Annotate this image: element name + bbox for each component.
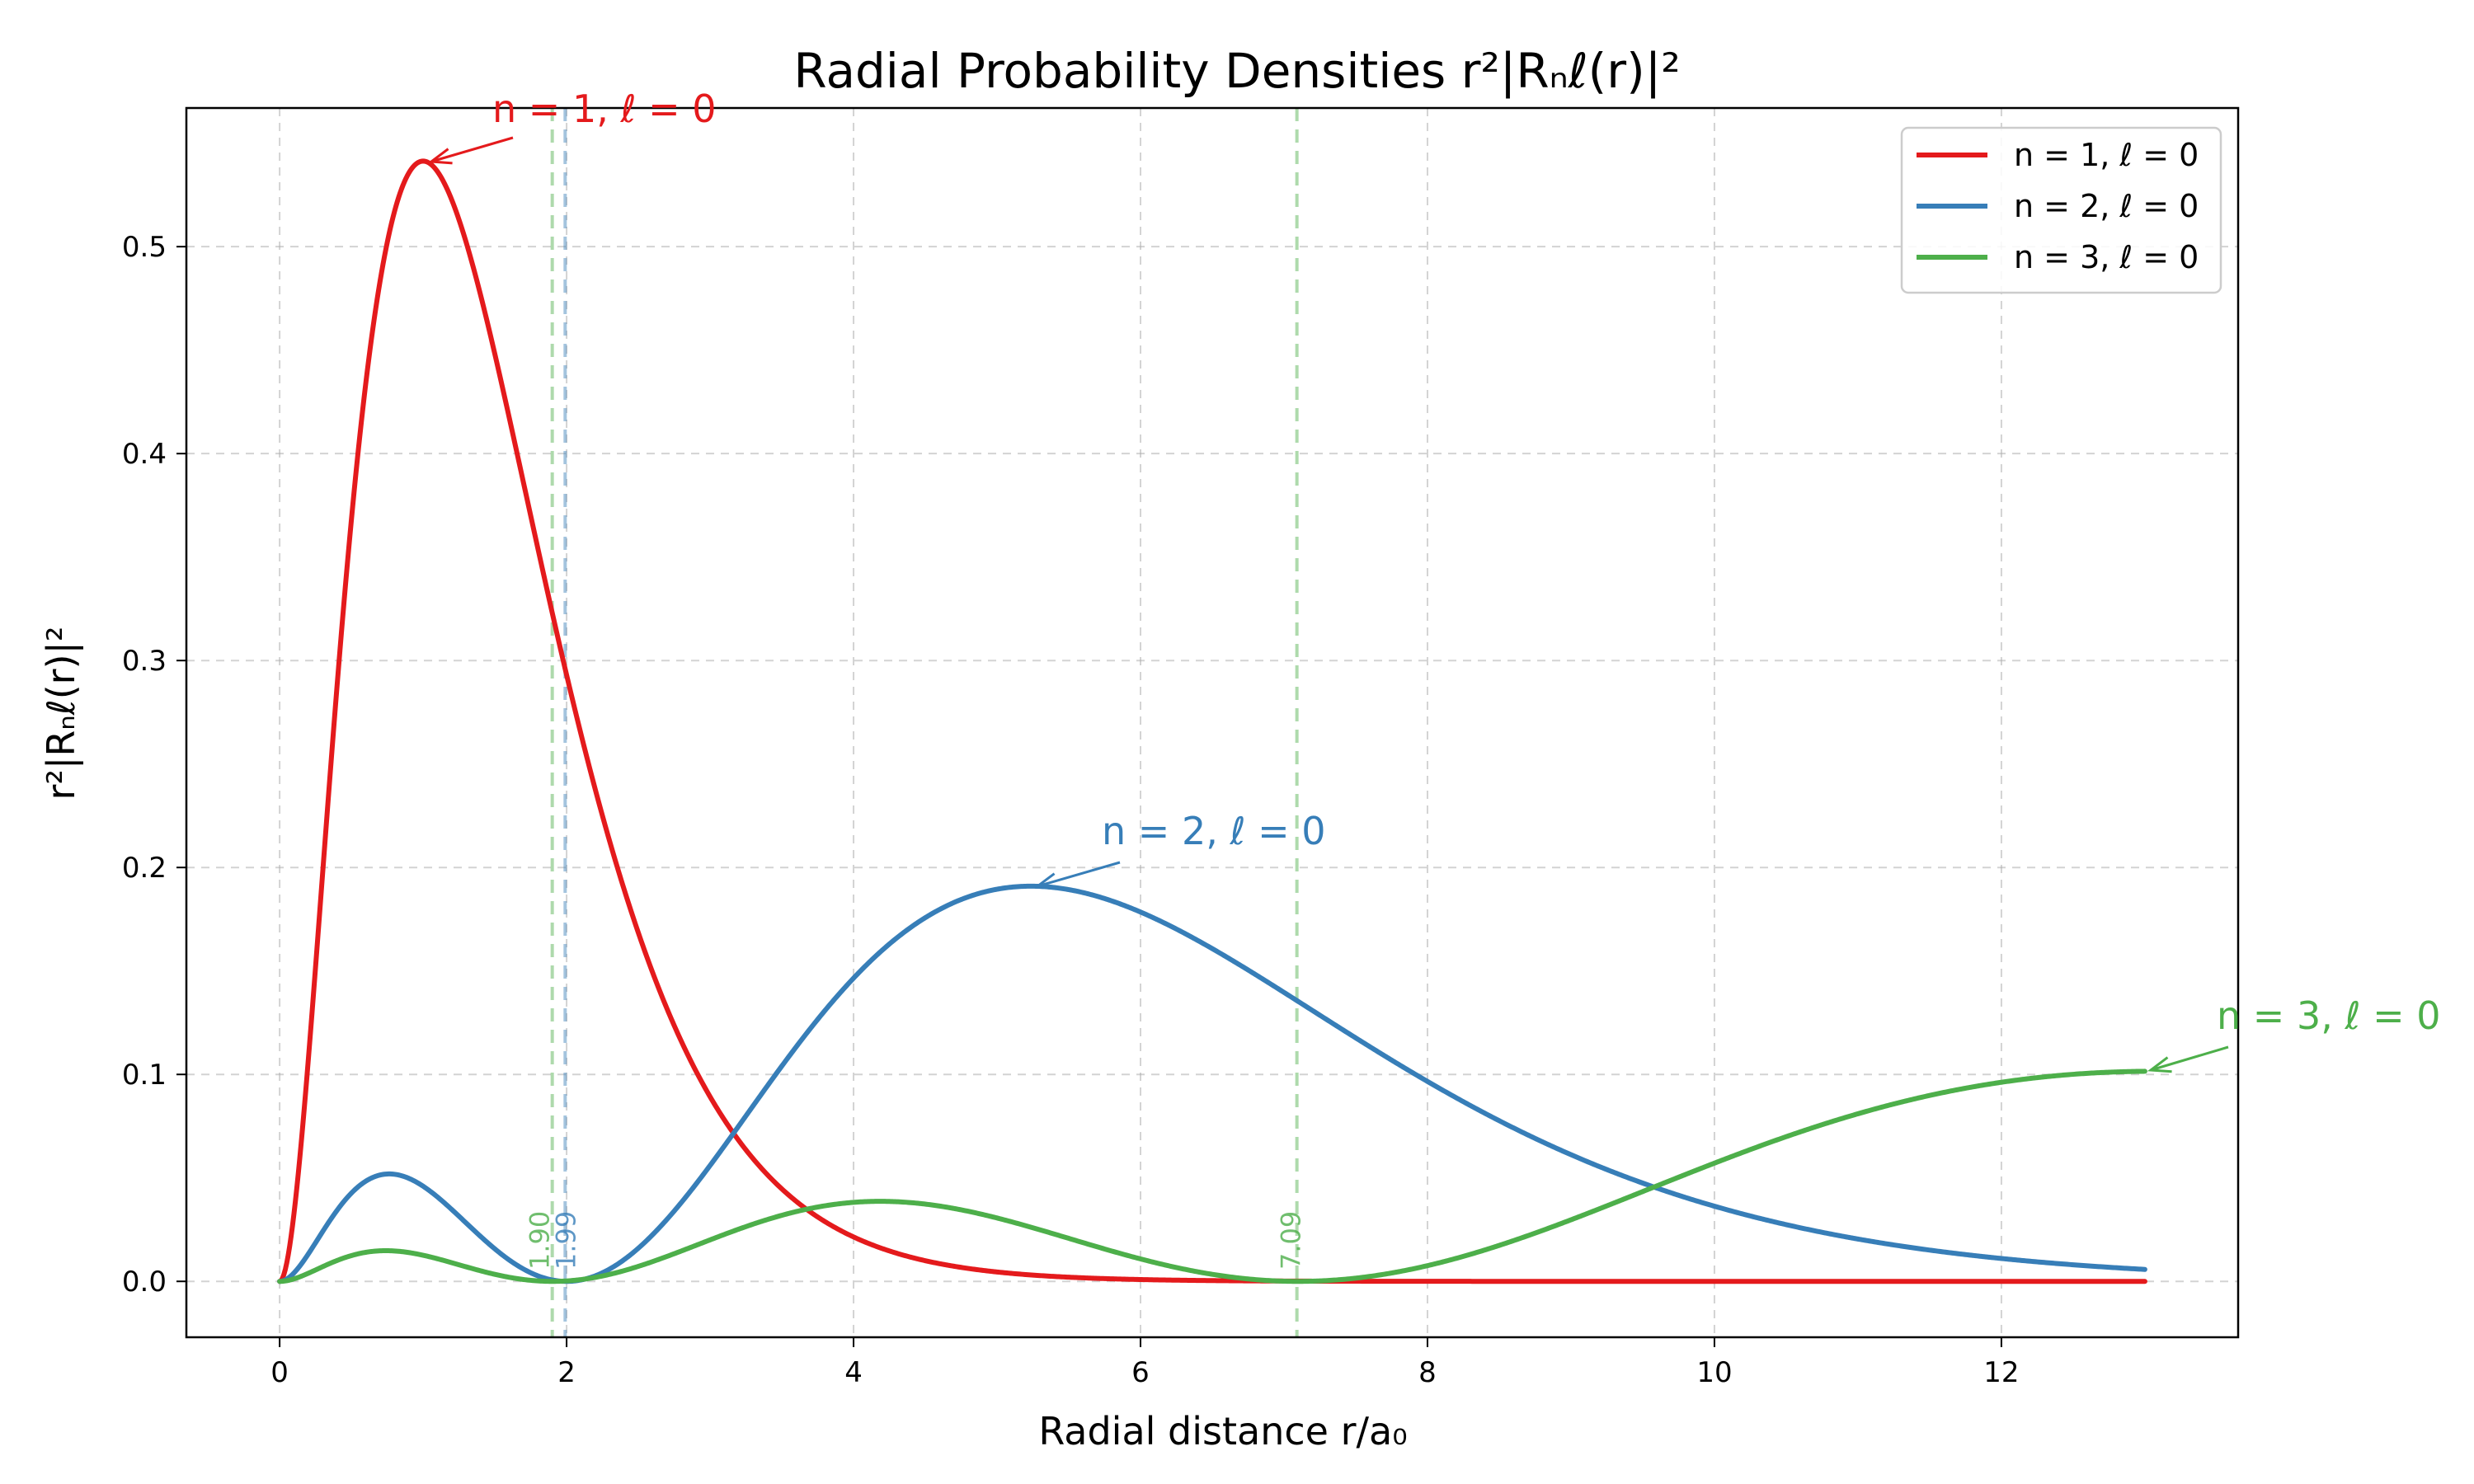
annotation-arrowhead-n3 [2147, 1056, 2172, 1073]
annotation-arrowhead-n1 [427, 148, 453, 165]
plot-frame [185, 106, 2240, 1339]
node-label: 7.09 [1276, 1211, 1307, 1270]
series-line-n3 [277, 1068, 2147, 1284]
legend-label-n3: n = 3, ℓ = 0 [2014, 239, 2199, 275]
node-label: 1.90 [524, 1211, 556, 1270]
grid [186, 108, 2238, 1337]
y-tick-label: 0.1 [122, 1059, 167, 1092]
x-axis-label: Radial distance r/a₀ [1038, 1409, 1407, 1453]
y-tick-label: 0.5 [122, 231, 167, 264]
y-tick-label: 0.3 [122, 645, 167, 678]
annotation-label-n3: n = 3, ℓ = 0 [2217, 993, 2441, 1038]
annotation-arrow-n3 [2150, 1045, 2229, 1072]
annotation-label-n2: n = 2, ℓ = 0 [1102, 809, 1326, 853]
annotation-arrow-n2 [1037, 861, 1121, 888]
legend: n = 1, ℓ = 0 n = 2, ℓ = 0 n = 3, ℓ = 0 [1900, 126, 2222, 294]
x-tick-label: 2 [557, 1356, 576, 1389]
x-tick-label: 4 [844, 1356, 863, 1389]
series-line-n1 [277, 158, 2147, 1284]
y-tick-label: 0.0 [122, 1266, 167, 1298]
legend-label-n1: n = 1, ℓ = 0 [2014, 137, 2199, 173]
series-lines [277, 158, 2147, 1284]
y-tick-label: 0.2 [122, 852, 167, 885]
y-axis-label: r²|Rₙℓ(r)|² [39, 627, 84, 801]
legend-label-n2: n = 2, ℓ = 0 [2014, 188, 2199, 224]
annotations: n = 1, ℓ = 0 n = 2, ℓ = 0 n = 3, ℓ = 0 [427, 87, 2441, 1073]
y-tick-label: 0.4 [122, 438, 167, 471]
annotation-label-n1: n = 1, ℓ = 0 [492, 87, 717, 131]
x-tick-label: 0 [270, 1356, 289, 1389]
axes: 0 2 4 6 8 10 12 0.0 0.1 0.2 0.3 0.4 0.5 [122, 106, 2240, 1389]
x-tick-label: 8 [1418, 1356, 1437, 1389]
x-tick-label: 10 [1696, 1356, 1732, 1389]
annotation-arrow-n1 [430, 136, 514, 163]
node-label: 1.99 [550, 1211, 581, 1270]
x-tick-label: 12 [1983, 1356, 2019, 1389]
annotation-arrowhead-n2 [1033, 872, 1059, 890]
node-lines: 1.901.99 7.09 [524, 108, 1307, 1337]
legend-box [1900, 126, 2222, 294]
chart-title: Radial Probability Densities r²|Rₙℓ(r)|² [793, 43, 1680, 99]
x-tick-label: 6 [1131, 1356, 1150, 1389]
